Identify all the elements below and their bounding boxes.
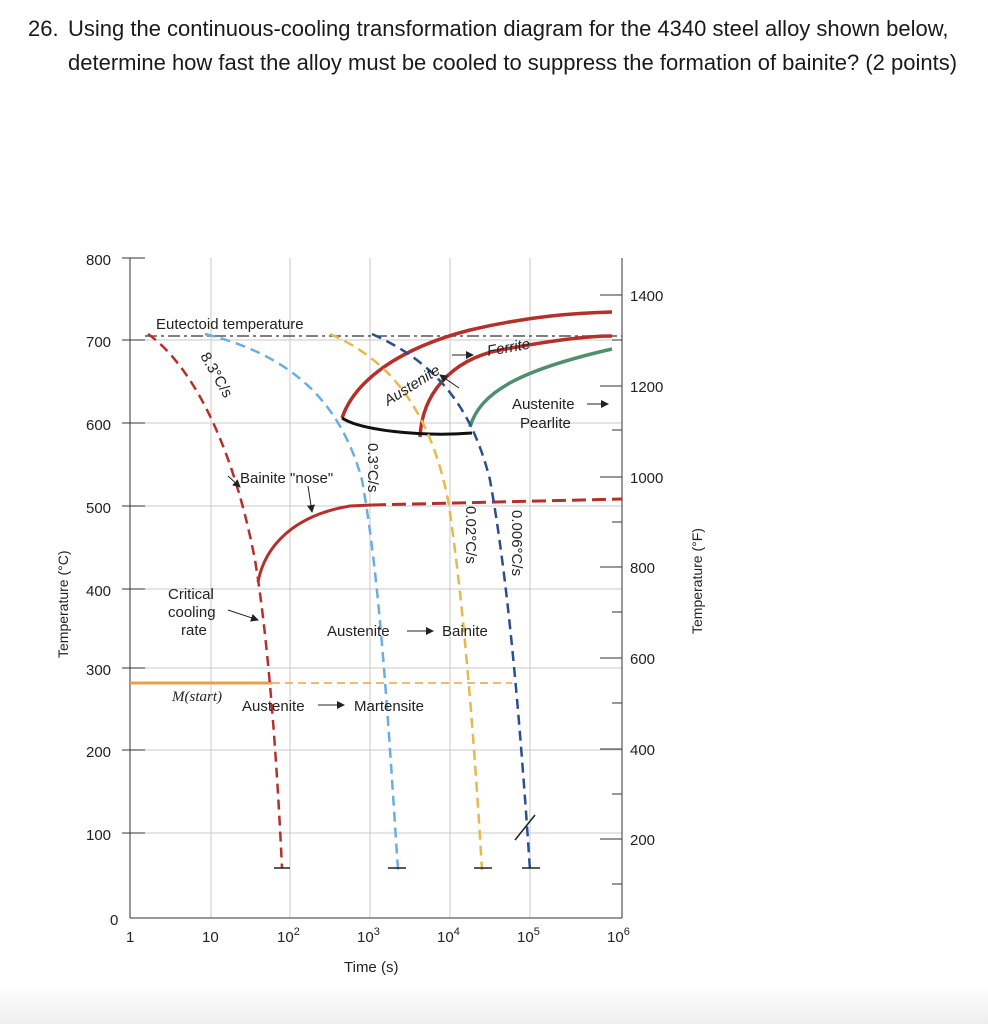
austenite-martensite-label: Austenite <box>242 698 305 715</box>
bainite-arrow-down <box>306 485 315 513</box>
rate-0-3-label: 0.3°C/s <box>364 443 381 492</box>
y-left-tick: 800 <box>86 252 111 269</box>
rate-0-02-label: 0.02°C/s <box>462 506 479 564</box>
x-axis-title: Time (s) <box>344 959 398 976</box>
y-right-tick: 1400 <box>630 288 663 305</box>
svg-text:105: 105 <box>517 926 540 946</box>
bainite-nose-curve <box>256 503 373 583</box>
austenite-ferrite-label-b: Ferrite <box>486 336 532 360</box>
left-tick-labels: 800 700 600 500 400 300 200 100 0 <box>86 252 118 929</box>
austenite-bainite-label: Austenite <box>327 623 390 640</box>
svg-text:103: 103 <box>357 926 380 946</box>
x-tick: 10 <box>202 929 219 946</box>
x-tick-exp: 3 <box>374 926 380 938</box>
right-ticks <box>600 294 622 885</box>
ferrite-pointer <box>439 374 460 389</box>
cooling-curve-0-02 <box>329 332 484 871</box>
critical-pointer <box>227 609 259 622</box>
mstart-label: M(start) <box>171 689 222 705</box>
x-tick-base: 10 <box>437 929 454 946</box>
right-tick-labels: 1400 1200 1000 800 600 400 200 <box>630 288 663 849</box>
y-left-axis-title: Temperature (°C) <box>55 550 71 658</box>
y-right-axis-title: Temperature (°F) <box>689 528 705 634</box>
y-right-tick: 1000 <box>630 470 663 487</box>
cooling-curve-8-3 <box>147 332 284 869</box>
y-right-tick: 1200 <box>630 379 663 396</box>
critical-label-1: Critical <box>168 586 214 603</box>
page-bottom-fade <box>0 985 988 1024</box>
rate-8-3-label: 8.3°C/s <box>197 350 236 401</box>
pearlite-finish-curve <box>468 347 613 428</box>
pearlite-start-curve <box>418 334 613 438</box>
x-tick-exp: 4 <box>454 926 460 938</box>
y-left-tick: 100 <box>86 827 111 844</box>
bainite-arrow-left <box>227 475 241 488</box>
y-left-tick: 600 <box>86 417 111 434</box>
y-left-tick: 500 <box>86 500 111 517</box>
bainite-dashed-line <box>371 497 623 507</box>
cooling-curve-0-006 <box>371 332 532 871</box>
x-tick-labels: 1 10 102 103 104 105 106 <box>126 926 630 946</box>
critical-label-3: rate <box>181 622 207 639</box>
x-tick-base: 10 <box>517 929 534 946</box>
ferrite-start-curve <box>340 310 613 419</box>
y-right-tick: 400 <box>630 742 655 759</box>
y-left-tick: 400 <box>86 583 111 600</box>
austenite-pearlite-label-a: Austenite <box>512 396 575 413</box>
y-left-tick: 700 <box>86 334 111 351</box>
martensite-label: Martensite <box>354 698 424 715</box>
x-tick-base: 10 <box>607 929 624 946</box>
rate-0-006-label: 0.006°C/s <box>508 510 525 576</box>
y-left-tick: 0 <box>110 912 118 929</box>
x-tick-exp: 5 <box>534 926 540 938</box>
bainite-nose-label: Bainite "nose" <box>240 470 333 487</box>
plot-frame <box>129 258 623 919</box>
critical-label-2: cooling <box>168 604 216 621</box>
question-text: Using the continuous-cooling transformat… <box>68 16 958 75</box>
cooling-curve-0-3 <box>204 332 400 871</box>
question-number: 26. <box>28 16 59 41</box>
transformation-lower-boundary <box>341 416 473 436</box>
austenite-ferrite-label-a: Austenite <box>380 362 443 410</box>
y-right-tick: 200 <box>630 832 655 849</box>
svg-text:102: 102 <box>277 926 300 946</box>
x-tick: 1 <box>126 929 134 946</box>
svg-text:104: 104 <box>437 926 460 946</box>
end-ticks <box>274 814 540 869</box>
eutectoid-label: Eutectoid temperature <box>156 316 304 333</box>
x-tick-exp: 6 <box>624 926 630 938</box>
bainite-label: Bainite <box>442 623 488 640</box>
y-left-tick: 300 <box>86 662 111 679</box>
x-tick-exp: 2 <box>294 926 300 938</box>
y-right-tick: 600 <box>630 651 655 668</box>
y-left-tick: 200 <box>86 744 111 761</box>
y-right-tick: 800 <box>630 560 655 577</box>
svg-text:106: 106 <box>607 926 630 946</box>
x-tick-base: 10 <box>357 929 374 946</box>
x-tick-base: 10 <box>277 929 294 946</box>
left-ticks <box>122 257 145 834</box>
austenite-pearlite-label-b: Pearlite <box>520 415 571 432</box>
